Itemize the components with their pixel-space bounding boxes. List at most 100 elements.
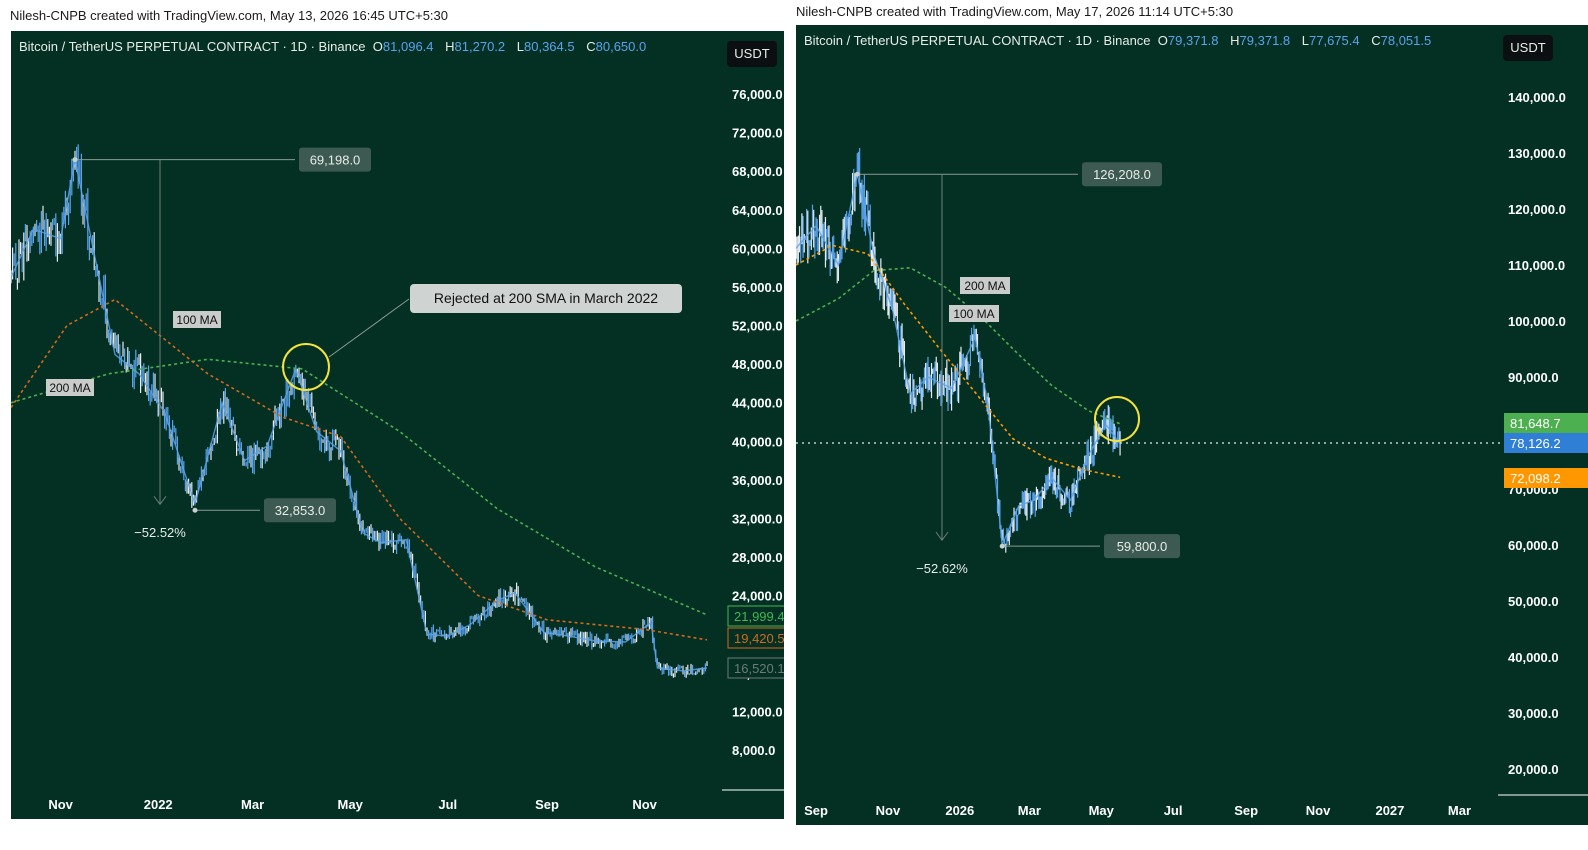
left-y-tick-10: 36,000.0 (732, 473, 783, 488)
left-close: 80,650.0 (595, 39, 647, 54)
right-y-tick-8: 50,000.0 (1508, 594, 1559, 609)
left-annotation-text: Rejected at 200 SMA in March 2022 (434, 290, 658, 306)
right-y-tick-10: 30,000.0 (1508, 706, 1559, 721)
left-y-tick-2: 68,000.0 (732, 164, 783, 179)
right-x-tick-5: Jul (1164, 803, 1183, 818)
right-y-tick-1: 130,000.0 (1508, 146, 1566, 161)
right-high-dot (854, 171, 860, 177)
left-y-tick-17: 8,000.0 (732, 743, 775, 758)
right-high: 79,371.8 (1239, 33, 1291, 48)
right-price-tag-1: 78,126.2 (1510, 436, 1561, 451)
left-price-tag-2-bg (727, 657, 784, 679)
right-x-tick-7: Nov (1306, 803, 1331, 818)
right-price-tag-2-bg (1504, 468, 1588, 488)
right-chart-svg[interactable]: 140,000.0 130,000.0 120,000.0 110,000.0 100,… (796, 25, 1588, 825)
right-y-tick-11: 20,000.0 (1508, 762, 1559, 777)
left-x-tick-3: May (338, 797, 364, 812)
right-y-tick-2: 120,000.0 (1508, 202, 1566, 217)
left-ma200-tag-bg (46, 379, 94, 396)
right-y-tick-0: 140,000.0 (1508, 90, 1566, 105)
right-x-tick-9: Mar (1448, 803, 1471, 818)
right-x-tick-1: Nov (876, 803, 901, 818)
left-high-label-bg (299, 147, 371, 172)
left-price-tag-0-bg (727, 605, 784, 627)
right-high-label: 126,208.0 (1093, 167, 1151, 182)
left-y-tick-3: 64,000.0 (732, 203, 783, 218)
right-ma200-tag: 200 MA (964, 279, 1005, 293)
right-low-label: 59,800.0 (1117, 539, 1168, 554)
left-price-tag-1-bg (727, 627, 784, 649)
right-currency-button[interactable]: USDT (1503, 35, 1553, 61)
right-ma100-tag: 100 MA (953, 307, 994, 321)
right-price-tag-2: 72,098.2 (1510, 471, 1561, 486)
left-highlight-circle (282, 343, 330, 391)
left-y-tick-11: 32,000.0 (732, 511, 783, 526)
right-y-tick-4: 100,000.0 (1508, 314, 1566, 329)
left-chart-panel[interactable]: 76,000.0 72,000.0 68,000.0 64,000.0 60,000.0… (11, 31, 784, 819)
left-y-tick-1: 72,000.0 (732, 126, 783, 141)
right-measure-arrow (935, 531, 949, 541)
left-symbol-bar: Bitcoin / TetherUS PERPETUAL CONTRACT · … (19, 39, 647, 54)
left-y-tick-9: 40,000.0 (732, 434, 783, 449)
left-low-dot (192, 507, 198, 513)
left-y-tick-4: 60,000.0 (732, 241, 783, 256)
left-pct-label: −52.52% (134, 525, 186, 540)
left-x-tick-0: Nov (48, 797, 73, 812)
right-ma200-line (796, 266, 1121, 425)
right-high-label-bg (1082, 162, 1162, 187)
right-x-tick-8: 2027 (1375, 803, 1404, 818)
right-low: 77,675.4 (1309, 33, 1360, 48)
right-symbol: Bitcoin / TetherUS PERPETUAL CONTRACT · … (804, 33, 1151, 48)
right-credit: Nilesh-CNPB created with TradingView.com… (796, 4, 1234, 19)
right-close: 78,051.5 (1380, 33, 1432, 48)
right-y-tick-7: 60,000.0 (1508, 538, 1559, 553)
left-currency-button[interactable]: USDT (727, 41, 777, 67)
left-price-line (11, 159, 708, 672)
left-price-tag-1: 19,420.5 (734, 631, 784, 646)
left-ma100-tag-bg (173, 311, 221, 328)
left-price-tag-0: 21,999.4 (734, 609, 784, 624)
left-chart-svg[interactable]: 76,000.0 72,000.0 68,000.0 64,000.0 60,000.0… (11, 31, 784, 819)
left-x-tick-4: Jul (438, 797, 457, 812)
left-y-tick-12: 28,000.0 (732, 550, 783, 565)
left-low: 80,364.5 (524, 39, 575, 54)
left-y-tick-5: 56,000.0 (732, 280, 783, 295)
left-high-dot (72, 157, 78, 163)
left-high-label: 69,198.0 (310, 153, 361, 168)
right-open: 79,371.8 (1167, 33, 1219, 48)
left-symbol: Bitcoin / TetherUS PERPETUAL CONTRACT · … (19, 39, 366, 54)
left-annotation-leader (328, 298, 410, 358)
left-y-tick-6: 52,000.0 (732, 319, 783, 334)
left-y-tick-7: 48,000.0 (732, 357, 783, 372)
right-price-tag-1-bg (1504, 433, 1588, 453)
right-y-tick-9: 40,000.0 (1508, 650, 1559, 665)
right-x-tick-0: Sep (804, 803, 828, 818)
left-y-tick-0: 76,000.0 (732, 87, 783, 102)
right-symbol-bar: Bitcoin / TetherUS PERPETUAL CONTRACT · … (804, 33, 1432, 48)
left-measure-arrow (153, 495, 167, 506)
right-x-tick-4: May (1089, 803, 1115, 818)
left-ma100-line (11, 298, 708, 641)
left-credit: Nilesh-CNPB created with TradingView.com… (10, 8, 449, 23)
left-price-tag-2: 16,520.1 (734, 661, 784, 676)
left-high: 81,270.2 (454, 39, 506, 54)
right-y-tick-5: 90,000.0 (1508, 370, 1559, 385)
right-ma100-tag-bg (949, 305, 999, 322)
left-ma200-line (11, 358, 708, 616)
left-x-tick-2: Mar (241, 797, 264, 812)
right-x-tick-3: Mar (1018, 803, 1041, 818)
right-y-tick-3: 110,000.0 (1508, 258, 1565, 273)
right-low-dot (999, 543, 1005, 549)
left-annotation-bg (410, 284, 682, 313)
left-open: 81,096.4 (382, 39, 434, 54)
right-ma200-tag-bg (960, 277, 1010, 294)
left-y-tick-16: 12,000.0 (732, 704, 783, 719)
right-low-label-bg (1104, 534, 1180, 559)
right-chart-panel[interactable]: 140,000.0 130,000.0 120,000.0 110,000.0 100,… (796, 25, 1588, 825)
left-low-label-bg (264, 498, 336, 523)
right-pct-label: −52.62% (916, 561, 968, 576)
left-x-tick-5: Sep (535, 797, 559, 812)
right-price-tag-0: 81,648.7 (1510, 416, 1561, 431)
right-x-tick-2: 2026 (945, 803, 974, 818)
left-low-label: 32,853.0 (275, 503, 326, 518)
